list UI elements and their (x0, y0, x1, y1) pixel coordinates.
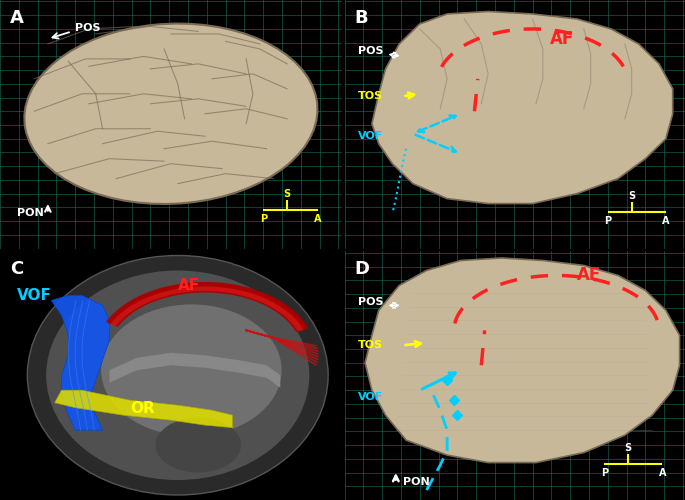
Text: TOS: TOS (358, 91, 384, 101)
Text: POS: POS (75, 24, 101, 34)
Text: PON: PON (17, 208, 44, 218)
Ellipse shape (155, 418, 241, 472)
Text: A: A (659, 468, 667, 477)
Text: D: D (355, 260, 370, 278)
Ellipse shape (46, 270, 310, 480)
Ellipse shape (35, 262, 321, 489)
Ellipse shape (69, 289, 286, 462)
Ellipse shape (25, 24, 317, 204)
Text: P: P (260, 214, 266, 224)
Text: C: C (10, 260, 23, 278)
Polygon shape (55, 390, 232, 428)
Ellipse shape (101, 304, 282, 436)
Text: P: P (601, 468, 608, 477)
Polygon shape (372, 12, 673, 203)
Polygon shape (365, 258, 680, 462)
Text: S: S (284, 188, 290, 198)
Text: POS: POS (358, 298, 384, 308)
Text: PON: PON (403, 477, 429, 487)
Text: A: A (662, 216, 670, 226)
Text: VOF: VOF (17, 288, 52, 304)
Polygon shape (51, 296, 110, 430)
Ellipse shape (58, 280, 298, 471)
Ellipse shape (45, 270, 310, 480)
Text: AF: AF (549, 30, 574, 48)
Ellipse shape (27, 256, 328, 495)
Text: S: S (625, 442, 632, 452)
Text: AF: AF (177, 278, 200, 293)
Text: A: A (314, 214, 322, 224)
Ellipse shape (80, 298, 275, 453)
Text: P: P (604, 216, 611, 226)
Text: VOF: VOF (358, 392, 384, 402)
Text: B: B (355, 9, 369, 27)
Text: A: A (10, 9, 24, 27)
Text: POS: POS (358, 46, 384, 56)
Text: TOS: TOS (358, 340, 384, 350)
Text: AF: AF (577, 266, 601, 284)
Polygon shape (110, 353, 280, 388)
Text: VOF: VOF (358, 130, 384, 140)
Text: OR: OR (130, 400, 155, 415)
Text: S: S (628, 191, 635, 201)
